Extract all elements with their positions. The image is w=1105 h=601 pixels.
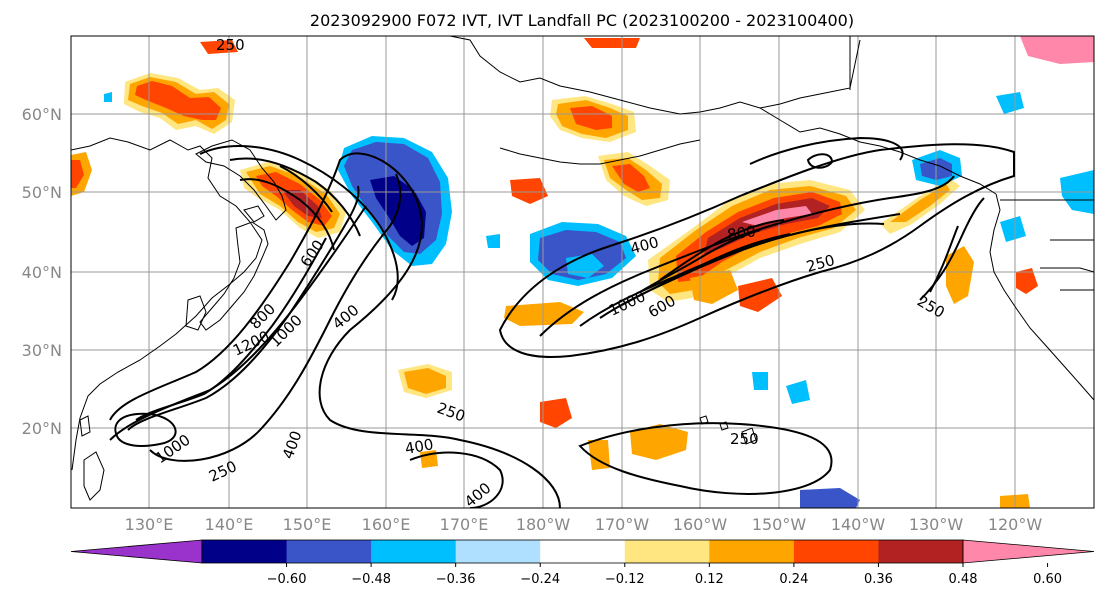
ivt-contours (109, 136, 1015, 508)
contour-label: 800 (726, 222, 757, 244)
lat-label: 50°N (22, 183, 62, 202)
colorbar-tick-label: 0.36 (864, 572, 893, 587)
colorbar-bin (793, 540, 879, 563)
lon-label: 170°E (440, 515, 489, 534)
contour-label: 400 (404, 435, 435, 458)
colorbar-extend-high (962, 539, 1095, 564)
contour-label: 250 (730, 430, 759, 448)
lon-label: 140°W (831, 515, 886, 534)
lon-label: 150°E (283, 515, 332, 534)
colorbar-bin (286, 540, 372, 563)
lat-label: 20°N (22, 419, 62, 438)
colorbar-tick-label: −0.36 (436, 572, 476, 587)
colorbar-bin (540, 540, 626, 563)
contour-label: 250 (216, 36, 245, 54)
colorbar-tick-label: 0.48 (949, 572, 978, 587)
latitude-labels: 60°N 50°N 40°N 30°N 20°N (22, 105, 62, 438)
colorbar-bin (455, 540, 541, 563)
colorbar-tick-label: 0.24 (779, 572, 808, 587)
colorbar: −0.60 −0.48 −0.36 −0.24 −0.12 0.12 0.24 0.36 0.4… (70, 539, 1095, 587)
colorbar-frame (201, 539, 964, 564)
colorbar-tick-label: 0.60 (1033, 572, 1062, 587)
lon-label: 130°E (125, 515, 174, 534)
colorbar-bin (709, 540, 795, 563)
lon-label: 150°W (752, 515, 807, 534)
colorbar-tick-label: −0.12 (605, 572, 645, 587)
map-title: 2023092900 F072 IVT, IVT Landfall PC (20… (310, 11, 854, 30)
colorbar-bin (202, 540, 288, 563)
lon-label: 160°W (673, 515, 728, 534)
colorbar-bin (878, 540, 964, 563)
colorbar-bin (624, 540, 710, 563)
lat-label: 40°N (22, 263, 62, 282)
coastlines (71, 36, 1094, 501)
colorbar-tick-label: 0.12 (695, 572, 724, 587)
map-content (71, 36, 1094, 508)
longitude-labels: 130°E 140°E 150°E 160°E 170°E 180°W 170°… (125, 515, 1043, 534)
lon-label: 160°E (362, 515, 411, 534)
colorbar-tick-label: −0.24 (520, 572, 560, 587)
lon-label: 130°W (909, 515, 964, 534)
colorbar-bin (371, 540, 457, 563)
colorbar-extend-low (70, 539, 203, 564)
lat-label: 30°N (22, 341, 62, 360)
map-frame (70, 35, 1095, 509)
lon-label: 180°W (516, 515, 571, 534)
lon-label: 120°W (988, 515, 1043, 534)
colorbar-tick-label: −0.48 (351, 572, 391, 587)
lon-label: 170°W (595, 515, 650, 534)
lat-label: 60°N (22, 105, 62, 124)
negative-anomaly-shading (104, 92, 1094, 508)
colorbar-tick-label: −0.60 (267, 572, 307, 587)
lon-label: 140°E (205, 515, 254, 534)
